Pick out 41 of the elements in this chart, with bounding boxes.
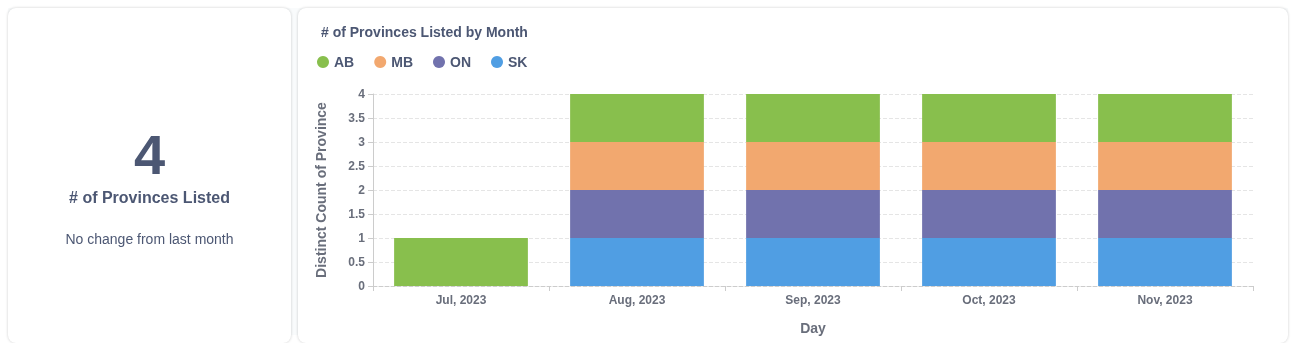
y-tick-label: 1: [358, 231, 366, 245]
x-axis-title: Day: [800, 320, 827, 336]
y-tick-label: 1.5: [348, 207, 366, 221]
bar: [1098, 142, 1232, 190]
y-tick-label: 0.5: [348, 255, 366, 269]
text: # of Provinces Listed: [69, 188, 230, 207]
x-tick-label: Jul, 2023: [435, 293, 487, 307]
y-tick-label: 3: [358, 135, 366, 149]
bar: [746, 94, 880, 142]
y-tick-label: 0: [358, 279, 366, 293]
legend-label: ON: [449, 54, 471, 70]
y-tick-label: 2: [358, 183, 366, 197]
legend-label: AB: [334, 54, 355, 70]
x-tick-label: Sep, 2023: [785, 293, 842, 307]
bar: [746, 142, 880, 190]
legend-label: MB: [391, 54, 413, 70]
bar: [1098, 94, 1232, 142]
text: 4: [133, 122, 166, 186]
x-tick-label: Oct, 2023: [962, 293, 1017, 307]
y-tick-label: 4: [358, 87, 366, 101]
bar: [746, 190, 880, 238]
bar: [570, 190, 704, 238]
bar: [922, 142, 1056, 190]
bar: [922, 94, 1056, 142]
bar: [570, 94, 704, 142]
bar: [1098, 190, 1232, 238]
x-tick-label: Aug, 2023: [608, 293, 666, 307]
bar: [394, 238, 528, 286]
bar: [1098, 238, 1232, 286]
bar: [922, 190, 1056, 238]
y-tick-label: 2.5: [348, 159, 366, 173]
x-tick-label: Nov, 2023: [1137, 293, 1193, 307]
text: No change from last month: [65, 230, 234, 247]
bar: [746, 238, 880, 286]
legend-label: SK: [507, 54, 528, 70]
chart-title: # of Provinces Listed by Month: [321, 24, 528, 40]
y-axis-title: Distinct Count of Province: [313, 101, 329, 278]
bar: [570, 238, 704, 286]
y-tick-label: 3.5: [348, 111, 366, 125]
bar: [922, 238, 1056, 286]
bar: [570, 142, 704, 190]
